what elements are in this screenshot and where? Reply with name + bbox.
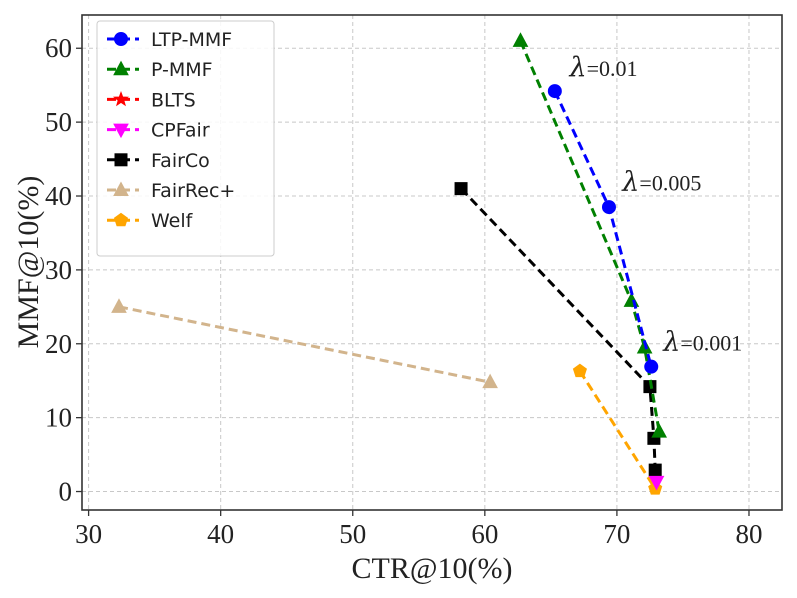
data-point — [547, 84, 562, 99]
legend-marker — [114, 32, 128, 46]
y-axis-label: MMF@10(%) — [12, 176, 45, 349]
ticks: 30 40 50 60 70 80 0 10 20 30 40 50 60 — [45, 33, 762, 549]
series-fairrec — [111, 298, 498, 389]
lambda-value: =0.01 — [587, 56, 638, 81]
legend-label: Welf — [151, 210, 194, 232]
legend-entry-fairco: FairCo — [107, 150, 210, 172]
y-tick-label: 60 — [45, 33, 72, 63]
legend-marker — [114, 153, 128, 167]
series-line — [578, 370, 657, 490]
data-point — [454, 182, 468, 196]
legend-entry-p-mmf: P-MMF — [107, 59, 213, 81]
series-fairco — [454, 182, 662, 477]
legend-label: BLTS — [151, 89, 196, 111]
y-tick-label: 20 — [45, 329, 72, 359]
x-tick-label: 60 — [471, 519, 498, 549]
data-point — [651, 423, 668, 438]
legend-label: P-MMF — [151, 59, 213, 81]
legend-label: FairRec+ — [151, 180, 235, 202]
legend-entry-blts: BLTS — [107, 89, 196, 111]
legend-label: CPFair — [151, 120, 210, 142]
x-tick-label: 40 — [207, 519, 234, 549]
y-tick-label: 40 — [45, 181, 72, 211]
lambda-value: =0.001 — [680, 331, 742, 356]
plot-frame — [81, 14, 783, 511]
data-point — [648, 475, 665, 491]
series-line — [118, 305, 491, 384]
legend-marker — [112, 90, 130, 107]
data-point — [482, 373, 498, 389]
lambda-value: =0.005 — [639, 170, 701, 195]
data-point — [572, 363, 587, 378]
x-tick-label: 30 — [75, 519, 102, 549]
legend-entry-cpfair: CPFair — [107, 120, 210, 142]
data-point — [601, 200, 616, 215]
legend-label: LTP-MMF — [151, 29, 232, 51]
series-line — [519, 40, 661, 432]
legend-marker — [113, 60, 129, 76]
legend: LTP-MMF P-MMF BLTS CPFair FairCo FairRec+ Welf — [96, 20, 275, 257]
data-point — [111, 298, 127, 313]
lambda-annotation: λ=0.01 — [568, 52, 637, 83]
data-point — [648, 463, 662, 477]
y-tick-label: 0 — [59, 477, 73, 507]
lambda-annotation: λ=0.005 — [621, 166, 701, 197]
x-tick-label: 80 — [735, 519, 762, 549]
series-ltp-mmf — [547, 84, 659, 374]
x-tick-label: 70 — [603, 519, 630, 549]
legend-entry-fairrec: FairRec+ — [107, 180, 235, 202]
data-point — [644, 359, 659, 374]
lambda-symbol: λ — [662, 327, 680, 358]
series-cpfair — [648, 475, 665, 491]
legend-box — [96, 20, 275, 257]
legend-marker — [113, 181, 129, 196]
legend-label: FairCo — [151, 150, 210, 172]
legend-entry-welf: Welf — [107, 210, 194, 232]
lambda-symbol: λ — [621, 166, 639, 197]
x-axis-label: CTR@10(%) — [352, 552, 513, 585]
data-point — [623, 292, 640, 307]
data-point — [512, 32, 529, 47]
lambda-annotation: λ=0.001 — [662, 327, 742, 358]
grid — [82, 15, 782, 510]
series-layer — [111, 32, 668, 495]
y-tick-label: 30 — [45, 255, 72, 285]
series-line — [460, 187, 657, 471]
y-tick-label: 50 — [45, 107, 72, 137]
series-line — [553, 90, 653, 368]
y-tick-label: 10 — [45, 403, 72, 433]
legend-entry-ltp-mmf: LTP-MMF — [107, 29, 232, 51]
x-tick-label: 50 — [339, 519, 366, 549]
series-p-mmf — [512, 32, 668, 438]
legend-marker — [113, 123, 129, 139]
lambda-symbol: λ — [568, 52, 586, 83]
legend-marker — [113, 212, 129, 227]
